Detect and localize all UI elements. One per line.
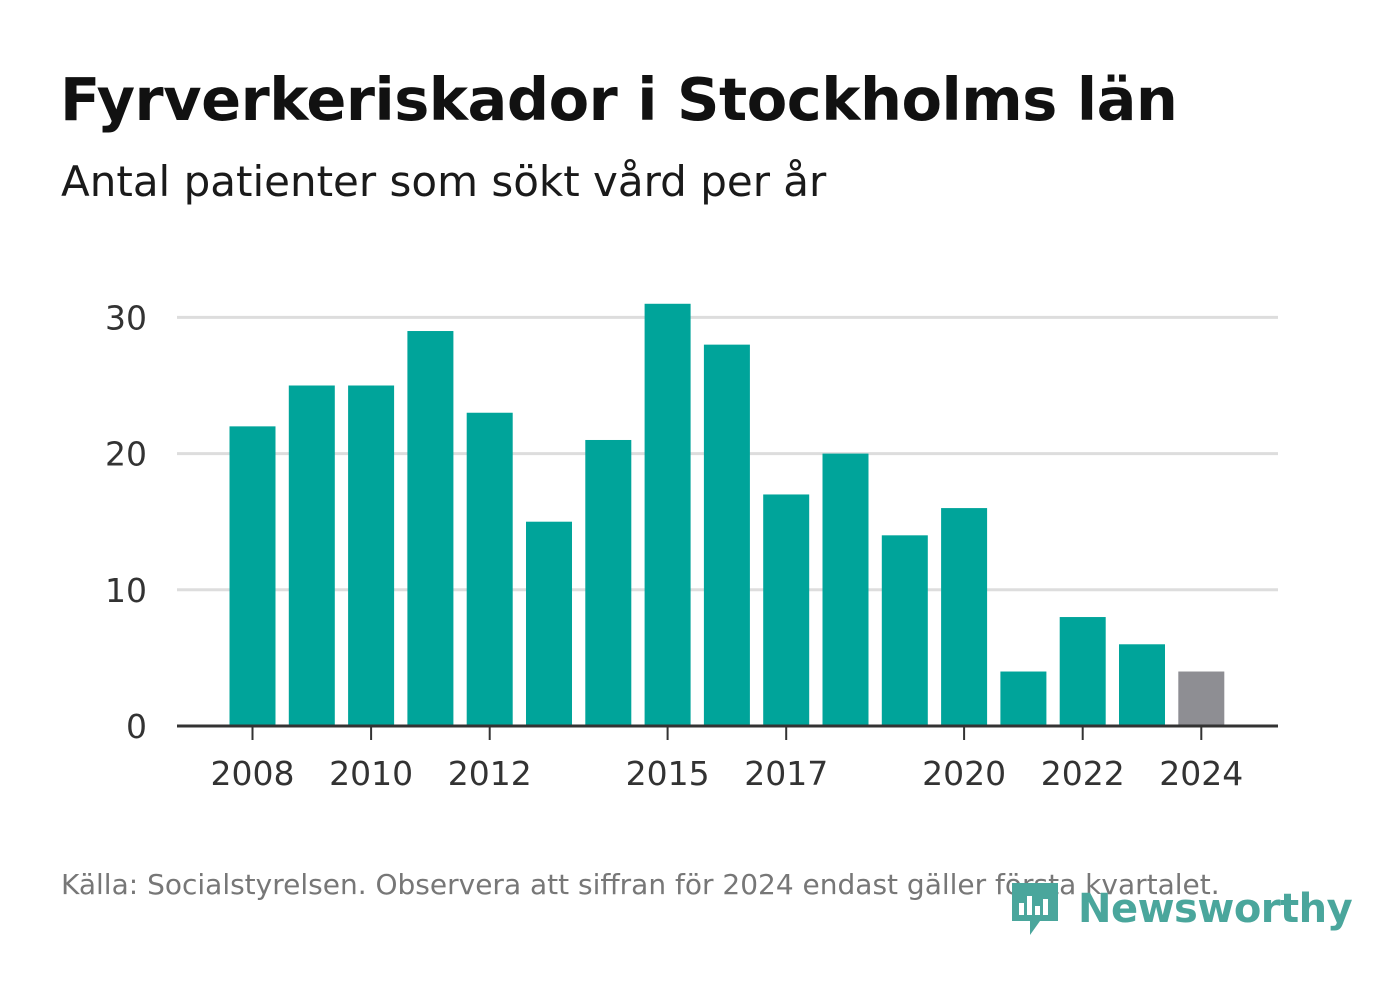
- bar-2016[interactable]: [703, 344, 750, 726]
- bar-2024[interactable]: [1178, 671, 1225, 726]
- bar-2010[interactable]: [348, 385, 395, 727]
- tick-labels: 0 10 20 30 2008 2010 2012 2015 2017 2020 2022 2024: [105, 298, 1243, 793]
- bar-2009[interactable]: [288, 385, 335, 727]
- brand-name: Newsworthy: [1078, 886, 1353, 932]
- x-tick-label-2022: 2022: [1041, 754, 1125, 793]
- bar-2014[interactable]: [585, 439, 632, 726]
- brand-logo[interactable]: Newsworthy: [1010, 878, 1353, 940]
- bar-2023[interactable]: [1119, 644, 1165, 726]
- x-tick-label-2017: 2017: [744, 754, 828, 793]
- x-tick-label-2020: 2020: [922, 754, 1006, 793]
- bar-2011[interactable]: [407, 331, 454, 726]
- bar-2017[interactable]: [763, 494, 810, 726]
- y-tick-label-30: 30: [105, 298, 147, 337]
- bar-2021[interactable]: [1000, 671, 1047, 726]
- bar-2020[interactable]: [941, 508, 988, 726]
- x-tick-label-2010: 2010: [329, 754, 413, 793]
- y-tick-label-20: 20: [105, 435, 147, 474]
- chart-subtitle: Antal patienter som sökt vård per år: [61, 157, 827, 206]
- chart-title: Fyrverkeriskador i Stockholms län: [60, 65, 1178, 134]
- y-tick-label-0: 0: [126, 707, 147, 746]
- x-tick-label-2008: 2008: [211, 754, 295, 793]
- bar-2015[interactable]: [644, 303, 691, 726]
- bar-2018[interactable]: [822, 453, 869, 726]
- bar-2022[interactable]: [1059, 617, 1106, 726]
- x-tick-label-2024: 2024: [1159, 754, 1243, 793]
- newsworthy-logo-icon: [1012, 883, 1058, 935]
- bar-2013[interactable]: [526, 521, 572, 726]
- bar-2008[interactable]: [229, 426, 276, 726]
- bars: [229, 303, 1225, 727]
- bar-2019[interactable]: [881, 535, 928, 726]
- x-tick-label-2015: 2015: [626, 754, 710, 793]
- x-axis: [177, 724, 1278, 740]
- x-tick-label-2012: 2012: [448, 754, 532, 793]
- y-tick-label-10: 10: [105, 571, 147, 610]
- bar-2012[interactable]: [466, 412, 513, 726]
